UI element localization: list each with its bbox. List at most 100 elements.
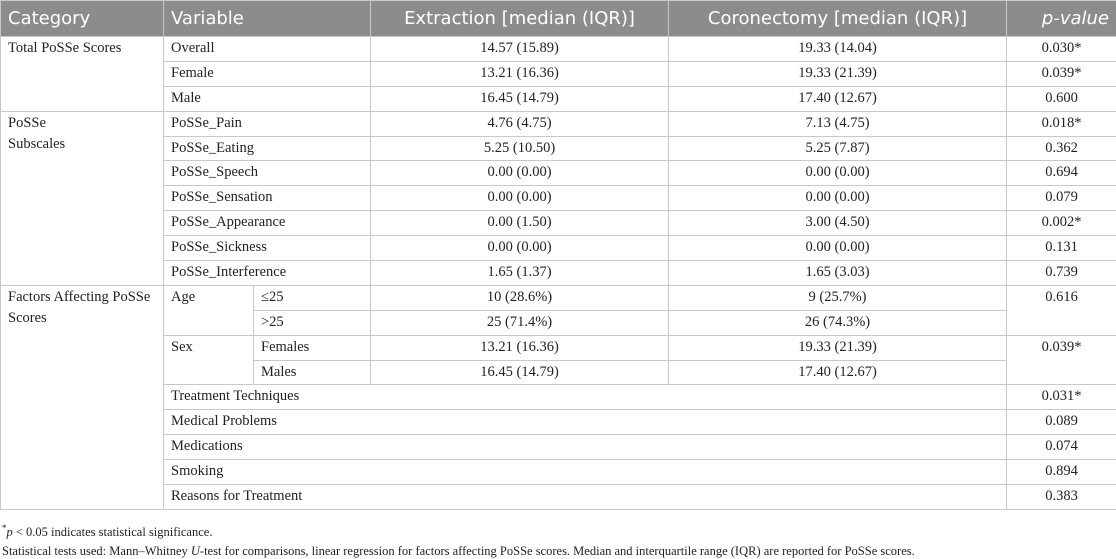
- extraction-cell: 10 (28.6%): [370, 284, 670, 311]
- coronectomy-cell: 0.00 (0.00): [668, 185, 1008, 212]
- p-value-cell: 0.039*: [1006, 334, 1116, 386]
- p-value-cell: 0.616: [1006, 284, 1116, 336]
- category-cell: Total PoSSe Scores: [0, 36, 164, 112]
- extraction-cell: 13.21 (16.36): [370, 334, 670, 361]
- footnote-text: < 0.05 indicates statistical significanc…: [12, 525, 213, 540]
- results-table: Category Variable Extraction [median (IQ…: [0, 0, 1116, 510]
- table-row: Reasons for Treatment 0.383: [1, 484, 1116, 510]
- subvariable-cell: >25: [252, 309, 372, 336]
- p-value-cell: 0.362: [1006, 135, 1116, 162]
- variable-cell: PoSSe_Appearance: [162, 210, 372, 237]
- extraction-cell: 16.45 (14.79): [370, 85, 670, 112]
- coronectomy-cell: 3.00 (4.50): [668, 210, 1008, 237]
- footnote-text: U: [190, 544, 200, 559]
- header-cell: Extraction [median (IQR)]: [370, 0, 670, 37]
- p-value-cell: 0.131: [1006, 235, 1116, 262]
- coronectomy-cell: 0.00 (0.00): [668, 160, 1008, 187]
- variable-cell: PoSSe_Pain: [162, 110, 372, 137]
- extraction-cell: 14.57 (15.89): [370, 36, 670, 62]
- table-row: Medical Problems 0.089: [1, 409, 1116, 436]
- header-row: Category Variable Extraction [median (IQ…: [0, 0, 1116, 37]
- variable-cell: Female: [162, 60, 372, 87]
- variable-cell: Treatment Techniques: [162, 384, 1008, 411]
- footnote-mark: *: [2, 522, 7, 533]
- category-cell: Factors Affecting PoSSe Scores: [0, 284, 164, 510]
- table-row: Factors Affecting PoSSe Scores Age ≤25 10 (…: [0, 284, 1116, 510]
- category-label: Factors Affecting PoSSe Scores: [8, 288, 151, 326]
- table-row: PoSSe_Sickness 0.00 (0.00) 0.00 (0.00) 0.13…: [1, 235, 1116, 262]
- p-value-cell: 0.002*: [1006, 210, 1116, 237]
- extraction-cell: 25 (71.4%): [370, 309, 670, 336]
- variable-cell: PoSSe_Sensation: [162, 185, 372, 212]
- variable-cell: PoSSe_Speech: [162, 160, 372, 187]
- extraction-cell: 1.65 (1.37): [370, 260, 670, 286]
- table-row: PoSSe_Appearance 0.00 (1.50) 3.00 (4.50) 0.…: [1, 210, 1116, 237]
- coronectomy-cell: 9 (25.7%): [668, 284, 1008, 311]
- category-cell: PoSSe Subscales: [0, 110, 164, 286]
- extraction-cell: 0.00 (0.00): [370, 235, 670, 262]
- p-value-cell: 0.031*: [1006, 384, 1116, 411]
- p-value-cell: 0.383: [1006, 484, 1116, 510]
- header-cell: Variable: [162, 0, 372, 37]
- header-cell: p-value: [1006, 0, 1116, 37]
- p-value-cell: 0.089: [1006, 409, 1116, 436]
- table-row: PoSSe_Speech 0.00 (0.00) 0.00 (0.00) 0.694: [1, 160, 1116, 187]
- table-row: Males 16.45 (14.79) 17.40 (12.67): [1, 359, 1116, 386]
- variable-cell: Sex: [163, 334, 254, 386]
- category-label: PoSSe Subscales: [8, 114, 66, 152]
- p-value-cell: 0.739: [1006, 260, 1116, 286]
- p-value-cell: 0.694: [1006, 160, 1116, 187]
- p-value-cell: 0.074: [1006, 434, 1116, 461]
- p-value-cell: 0.600: [1006, 85, 1116, 112]
- table-row: PoSSe Subscales PoSSe_Pain 4.76 (4.75) 7.13…: [0, 110, 1116, 286]
- coronectomy-cell: 19.33 (21.39): [668, 60, 1008, 87]
- variable-cell: Overall: [162, 36, 372, 62]
- extraction-cell: 0.00 (1.50): [370, 210, 670, 237]
- table-row: >25 25 (71.4%) 26 (74.3%): [1, 309, 1116, 336]
- p-value-cell: 0.030*: [1006, 36, 1116, 62]
- table-row: Sex Females 13.21 (16.36) 19.33 (21.39) 0.03…: [1, 334, 1116, 386]
- p-value-cell: 0.079: [1006, 185, 1116, 212]
- variable-cell: Reasons for Treatment: [162, 484, 1008, 510]
- table-row: PoSSe_Sensation 0.00 (0.00) 0.00 (0.00) 0.0…: [1, 185, 1116, 212]
- extraction-cell: 13.21 (16.36): [370, 60, 670, 87]
- header-cell: Category: [0, 0, 164, 37]
- coronectomy-cell: 26 (74.3%): [668, 309, 1008, 336]
- table-row: Treatment Techniques 0.031*: [1, 384, 1116, 411]
- header-cell: Coronectomy [median (IQR)]: [668, 0, 1008, 37]
- table-row: Total PoSSe Scores Overall 14.57 (15.89) 19…: [0, 36, 1116, 112]
- coronectomy-cell: 5.25 (7.87): [668, 135, 1008, 162]
- table-row: Male 16.45 (14.79) 17.40 (12.67) 0.600: [1, 85, 1116, 112]
- coronectomy-cell: 19.33 (21.39): [668, 334, 1008, 361]
- extraction-cell: 16.45 (14.79): [370, 359, 670, 386]
- table-row: Female 13.21 (16.36) 19.33 (21.39) 0.039*: [1, 60, 1116, 87]
- variable-cell: PoSSe_Interference: [162, 260, 372, 286]
- extraction-cell: 0.00 (0.00): [370, 160, 670, 187]
- extraction-cell: 4.76 (4.75): [370, 110, 670, 137]
- variable-cell: Medical Problems: [162, 409, 1008, 436]
- p-value-cell: 0.039*: [1006, 60, 1116, 87]
- footnote-text: p: [6, 525, 13, 540]
- coronectomy-cell: 7.13 (4.75): [668, 110, 1008, 137]
- coronectomy-cell: 1.65 (3.03): [668, 260, 1008, 286]
- table-row: PoSSe_Eating 5.25 (10.50) 5.25 (7.87) 0.362: [1, 135, 1116, 162]
- footnote: *p < 0.05 indicates statistical signific…: [2, 519, 1116, 542]
- table-row: Medications 0.074: [1, 434, 1116, 461]
- p-value-cell: 0.894: [1006, 459, 1116, 486]
- p-value-cell: 0.018*: [1006, 110, 1116, 137]
- extraction-cell: 5.25 (10.50): [370, 135, 670, 162]
- footnote-text: -test for comparisons, linear regression…: [199, 544, 915, 559]
- subvariable-cell: Males: [252, 359, 372, 386]
- variable-cell: Age: [163, 284, 254, 336]
- variable-cell: Male: [162, 85, 372, 112]
- variable-cell: Smoking: [162, 459, 1008, 486]
- footnote: Statistical tests used: Mann–Whitney U-t…: [2, 542, 1116, 559]
- table-row: PoSSe_Interference 1.65 (1.37) 1.65 (3.03)…: [1, 260, 1116, 286]
- category-label: Total PoSSe Scores: [8, 40, 122, 56]
- extraction-cell: 0.00 (0.00): [370, 185, 670, 212]
- footnote-text: Statistical tests used: Mann–Whitney: [2, 544, 191, 559]
- variable-cell: PoSSe_Eating: [162, 135, 372, 162]
- table-row: Smoking 0.894: [1, 459, 1116, 486]
- coronectomy-cell: 19.33 (14.04): [668, 36, 1008, 62]
